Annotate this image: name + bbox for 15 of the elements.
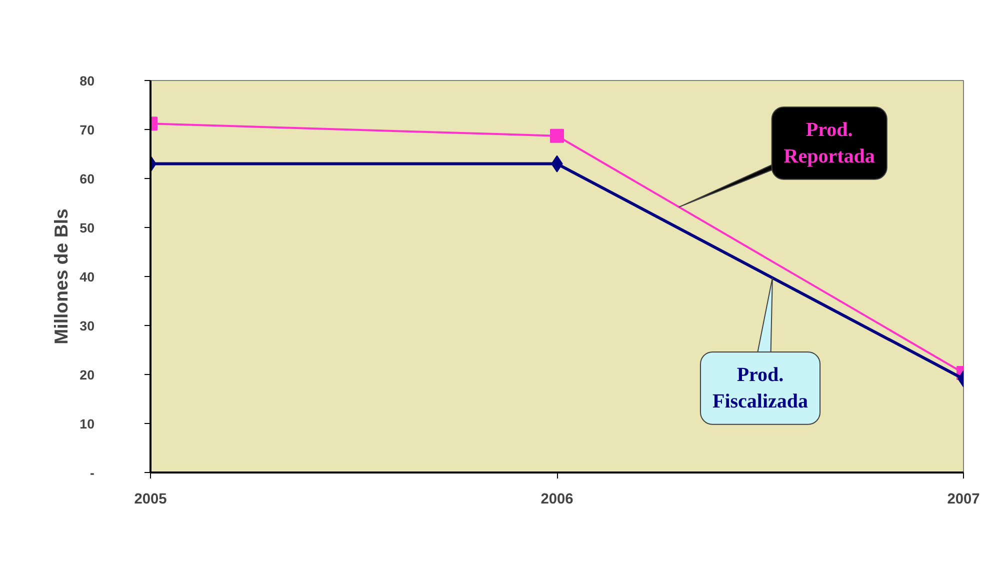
y-tick-label: 30 — [80, 318, 95, 334]
text: Prod. Fiscalizada — [712, 364, 808, 412]
y-tick-label: 10 — [80, 416, 95, 432]
y-tick-label: 80 — [80, 74, 95, 88]
text: Prod. Reportada — [784, 119, 875, 168]
x-tick-label: 2005 — [134, 492, 167, 508]
y-tick-label: 70 — [80, 122, 95, 138]
y-tick-label: - — [90, 466, 95, 480]
y-tick-label: 40 — [80, 270, 95, 284]
y-axis-title: Millones de Bls — [50, 208, 72, 344]
x-tick-label: 2007 — [947, 492, 980, 508]
y-tick-label: 50 — [80, 220, 95, 236]
y-tick-label: 60 — [80, 172, 95, 186]
y-tick-label: 20 — [80, 368, 95, 382]
x-tick-label: 2006 — [540, 492, 574, 508]
